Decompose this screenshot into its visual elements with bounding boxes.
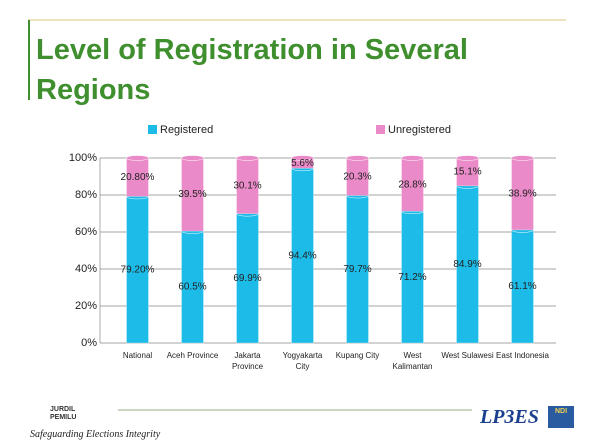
data-label: 20.80% <box>121 172 155 183</box>
slide-title: Level of Registration in Several Regions <box>36 34 468 106</box>
y-tick-label: 20% <box>75 300 97 312</box>
cylinder-cap <box>456 155 479 161</box>
cylinder-cap <box>126 155 149 161</box>
y-tick-label: 80% <box>75 189 97 201</box>
data-label: 79.7% <box>343 264 371 275</box>
x-tick-label: Aceh Province <box>166 351 219 360</box>
data-label: 5.6% <box>291 158 314 169</box>
x-tick-label: West Sulawesi <box>441 351 494 360</box>
logo-text: PEMILU <box>50 414 77 421</box>
cylinder-cap <box>181 155 204 161</box>
data-label: 60.5% <box>178 282 206 293</box>
x-tick-label: East Indonesia <box>496 351 549 360</box>
cylinder-cap <box>291 155 314 161</box>
logo-right: LP3ES <box>480 406 539 428</box>
legend-label: Unregistered <box>388 124 451 136</box>
logo-left: JURDIL PEMILU <box>50 406 76 422</box>
data-label: 15.1% <box>453 167 481 178</box>
cylinder-cap <box>401 155 424 161</box>
x-tick-label: National <box>122 351 153 360</box>
data-label: 30.1% <box>233 180 261 191</box>
x-tick-label: Yogyakarta City <box>282 351 323 371</box>
data-label: 20.3% <box>343 171 371 182</box>
data-label: 61.1% <box>508 281 536 292</box>
cylinder-cap <box>511 155 534 161</box>
x-tick-label: West Kalimantan <box>392 351 433 371</box>
data-label: 79.20% <box>121 264 155 275</box>
y-tick-label: 100% <box>69 152 97 164</box>
y-tick-label: 60% <box>75 226 97 238</box>
cylinder-cap <box>236 155 259 161</box>
y-tick-label: 40% <box>75 263 97 275</box>
data-label: 39.5% <box>178 189 206 200</box>
x-tick-label: Jakarta Province <box>231 351 264 371</box>
data-label: 38.9% <box>508 189 536 200</box>
tagline: Safeguarding Elections Integrity <box>30 429 161 440</box>
data-label: 69.9% <box>233 273 261 284</box>
cylinder-cap <box>346 155 369 161</box>
data-label: 84.9% <box>453 259 481 270</box>
legend-swatch <box>376 125 385 134</box>
data-label: 28.8% <box>398 179 426 190</box>
data-label: 71.2% <box>398 272 426 283</box>
y-tick-label: 0% <box>81 337 97 349</box>
data-label: 94.4% <box>288 250 316 261</box>
x-tick-label: Kupang City <box>335 351 380 360</box>
logo-ndi: NDI <box>548 406 574 428</box>
legend-label: Registered <box>160 124 213 136</box>
legend-swatch <box>148 125 157 134</box>
logo-text: JURDIL <box>50 406 76 413</box>
